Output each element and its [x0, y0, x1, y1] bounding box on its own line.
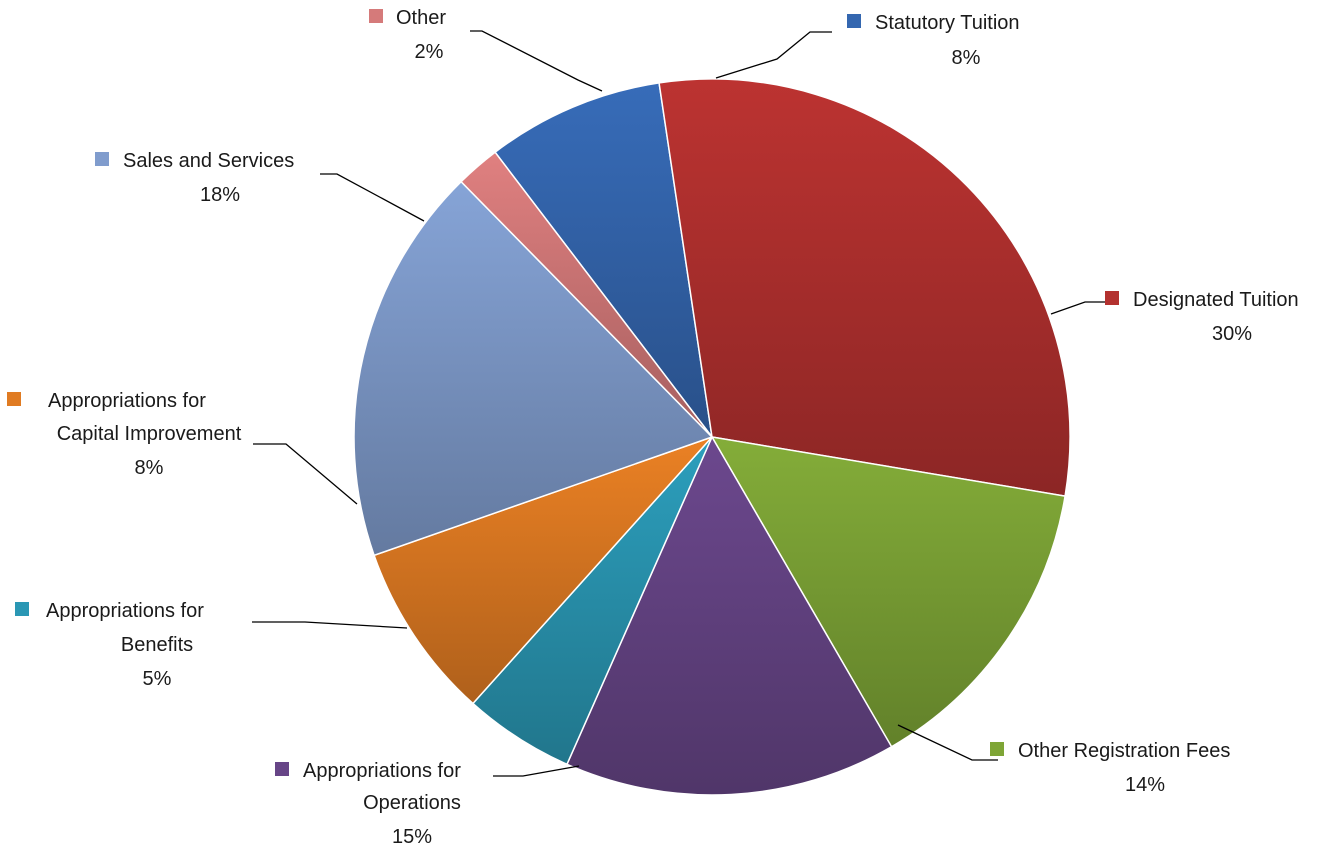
leader-line: [252, 621, 408, 629]
slice-label: Capital Improvement: [57, 423, 242, 445]
slice-label: Sales and Services: [123, 150, 294, 172]
leader-line: [320, 173, 425, 222]
slice-label: Operations: [363, 792, 461, 814]
slice-label: Benefits: [121, 634, 193, 656]
leader-line: [253, 443, 358, 505]
slice-percent-label: 8%: [952, 47, 981, 69]
pie-slice-appropriations-for-operations: [565, 435, 893, 796]
slice-label: Statutory Tuition: [875, 12, 1020, 34]
legend-key-square: [369, 9, 383, 23]
pie-slice-other-registration-fees: [710, 435, 1066, 748]
slice-label: Other Registration Fees: [1018, 740, 1230, 762]
slice-percent-label: 2%: [415, 41, 444, 63]
leader-line: [1050, 301, 1108, 315]
leader-line: [470, 30, 603, 92]
slice-percent-label: 8%: [135, 457, 164, 479]
slice-label: Appropriations for: [46, 600, 204, 622]
slice-percent-label: 5%: [143, 668, 172, 690]
pie-slice-appropriations-for-capital-improvement: [373, 436, 713, 705]
legend-key-square: [7, 392, 21, 406]
legend-key-square: [1105, 291, 1119, 305]
legend-key-square: [847, 14, 861, 28]
pie-slices: [353, 78, 1071, 796]
pie-slice-designated-tuition: [658, 78, 1071, 497]
slice-percent-label: 15%: [392, 826, 432, 848]
slice-percent-label: 30%: [1212, 323, 1252, 345]
legend-key-square: [990, 742, 1004, 756]
legend-key-square: [275, 762, 289, 776]
legend-key-square: [15, 602, 29, 616]
leader-lines: [252, 30, 1108, 777]
slice-label: Appropriations for: [48, 390, 206, 412]
legend-key-square: [95, 152, 109, 166]
slice-percent-label: 14%: [1125, 774, 1165, 796]
slice-label: Other: [396, 7, 446, 29]
slice-label: Designated Tuition: [1133, 289, 1299, 311]
pie-slice-statutory-tuition: [494, 82, 713, 438]
slice-label: Appropriations for: [303, 760, 461, 782]
slice-percent-label: 18%: [200, 184, 240, 206]
pie-slice-sales-and-services: [353, 180, 714, 557]
pie-slice-other: [460, 151, 713, 438]
data-labels: Statutory Tuition 8% Designated Tuition 30%…: [7, 7, 1299, 848]
leader-line: [715, 31, 832, 79]
leader-line: [493, 765, 580, 777]
leader-line: [897, 724, 998, 761]
